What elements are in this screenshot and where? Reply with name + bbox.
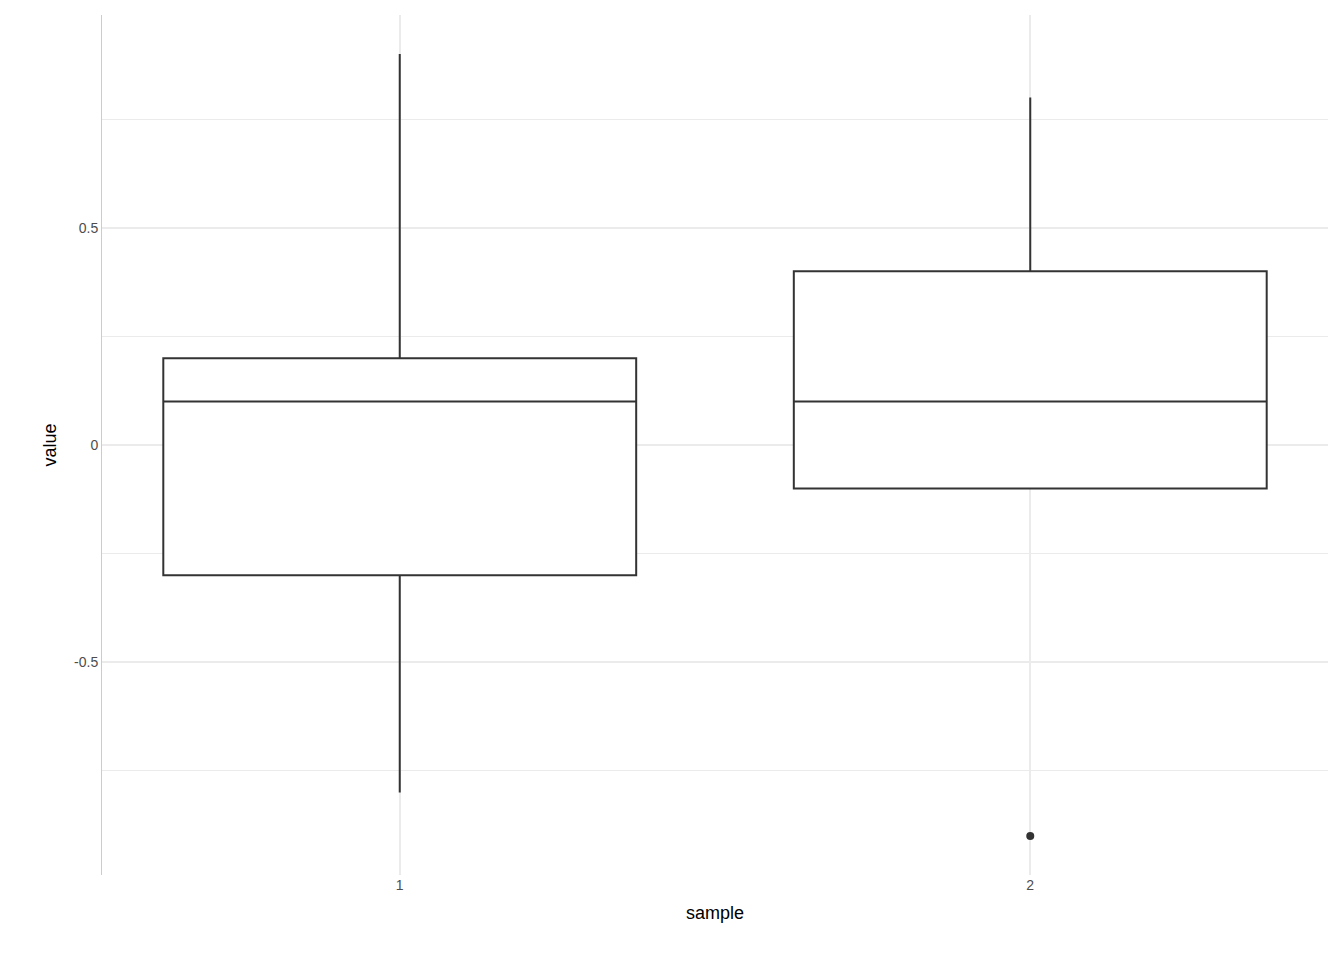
svg-text:0.5: 0.5	[79, 220, 99, 236]
svg-text:0: 0	[90, 437, 98, 453]
svg-text:sample: sample	[686, 903, 744, 923]
svg-text:2: 2	[1026, 877, 1034, 893]
svg-text:value: value	[40, 423, 60, 466]
svg-text:1: 1	[396, 877, 404, 893]
svg-text:-0.5: -0.5	[74, 654, 98, 670]
